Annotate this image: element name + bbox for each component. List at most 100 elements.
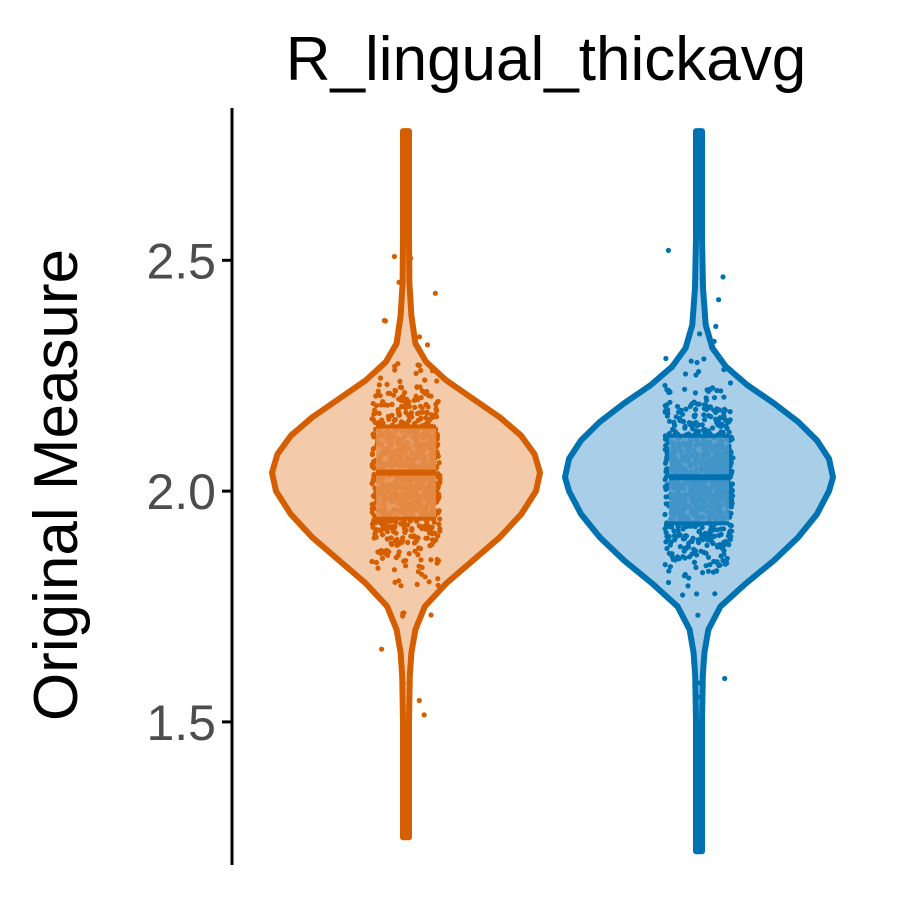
data-point xyxy=(385,413,391,419)
data-point xyxy=(663,355,669,362)
data-point xyxy=(391,253,397,260)
data-point xyxy=(704,542,710,549)
data-point xyxy=(720,274,726,280)
data-point xyxy=(721,413,727,419)
data-point xyxy=(710,425,716,431)
data-point xyxy=(682,545,688,551)
data-point xyxy=(411,534,417,540)
data-point xyxy=(384,381,390,387)
data-point xyxy=(405,539,411,546)
data-point xyxy=(427,417,433,423)
data-point xyxy=(693,406,699,412)
data-point xyxy=(406,418,412,424)
data-point xyxy=(689,551,695,557)
data-point xyxy=(692,548,699,554)
violin-group-1 xyxy=(269,128,543,841)
y-tick-label: 2.0 xyxy=(146,464,216,520)
data-point xyxy=(437,516,443,522)
data-point xyxy=(373,559,379,566)
data-point xyxy=(677,544,683,550)
data-point xyxy=(436,508,442,514)
data-point xyxy=(424,410,430,416)
data-point xyxy=(415,362,421,368)
data-point xyxy=(388,535,394,541)
data-point xyxy=(700,537,706,543)
data-point xyxy=(707,404,714,410)
plot-area xyxy=(269,128,836,855)
data-point xyxy=(677,409,684,415)
data-point xyxy=(685,583,691,589)
violin-group-2 xyxy=(562,128,836,855)
data-point xyxy=(412,548,418,554)
data-point xyxy=(699,422,705,428)
data-point xyxy=(378,550,384,557)
data-point xyxy=(696,428,702,435)
data-point xyxy=(429,530,435,536)
data-point xyxy=(402,389,408,396)
data-point xyxy=(700,570,706,576)
data-point xyxy=(671,422,678,428)
data-point xyxy=(415,552,421,558)
data-point xyxy=(705,568,712,574)
data-point xyxy=(421,389,427,395)
data-point xyxy=(726,429,732,435)
data-point xyxy=(697,331,703,337)
data-point xyxy=(428,612,434,618)
data-point xyxy=(416,697,422,704)
data-point xyxy=(682,571,688,578)
data-point xyxy=(406,403,412,409)
data-point xyxy=(431,538,437,545)
data-point xyxy=(664,545,670,552)
data-point xyxy=(729,487,736,494)
data-point xyxy=(723,418,730,424)
data-point xyxy=(413,538,419,544)
data-point xyxy=(707,531,713,537)
data-point xyxy=(403,527,409,533)
data-point xyxy=(435,441,441,448)
data-point xyxy=(408,410,415,416)
data-point xyxy=(662,433,668,439)
data-point xyxy=(662,477,668,483)
data-point xyxy=(369,416,375,422)
data-point xyxy=(668,539,674,545)
data-point xyxy=(696,401,702,407)
data-point xyxy=(373,403,379,409)
data-point xyxy=(398,396,405,402)
data-point xyxy=(680,592,686,598)
data-point xyxy=(694,359,700,366)
data-point xyxy=(701,412,707,418)
data-point xyxy=(724,555,730,562)
data-point xyxy=(417,546,424,552)
data-point xyxy=(399,537,405,543)
data-point xyxy=(414,581,420,588)
data-point xyxy=(371,513,377,519)
data-point xyxy=(704,397,710,403)
data-point xyxy=(431,519,437,525)
data-point xyxy=(708,386,714,392)
data-point xyxy=(429,368,436,374)
chart-title: R_lingual_thickavg xyxy=(286,25,806,94)
data-point xyxy=(718,388,724,394)
data-point xyxy=(728,504,735,510)
data-point xyxy=(717,415,723,421)
data-point xyxy=(716,297,722,303)
data-point xyxy=(434,556,440,563)
data-point xyxy=(696,369,702,375)
data-point xyxy=(405,731,411,737)
data-point xyxy=(721,367,727,373)
data-point xyxy=(389,541,395,548)
data-point xyxy=(711,395,718,401)
data-point xyxy=(721,542,727,548)
data-point xyxy=(682,386,688,392)
data-point xyxy=(665,247,672,253)
data-point xyxy=(725,533,732,539)
data-point xyxy=(374,527,380,533)
data-point xyxy=(713,323,719,329)
data-point xyxy=(416,334,423,340)
data-point xyxy=(435,576,441,582)
data-point xyxy=(683,406,689,412)
data-point xyxy=(724,425,730,431)
data-point xyxy=(721,406,728,412)
data-point xyxy=(694,591,700,597)
data-point xyxy=(392,367,398,373)
